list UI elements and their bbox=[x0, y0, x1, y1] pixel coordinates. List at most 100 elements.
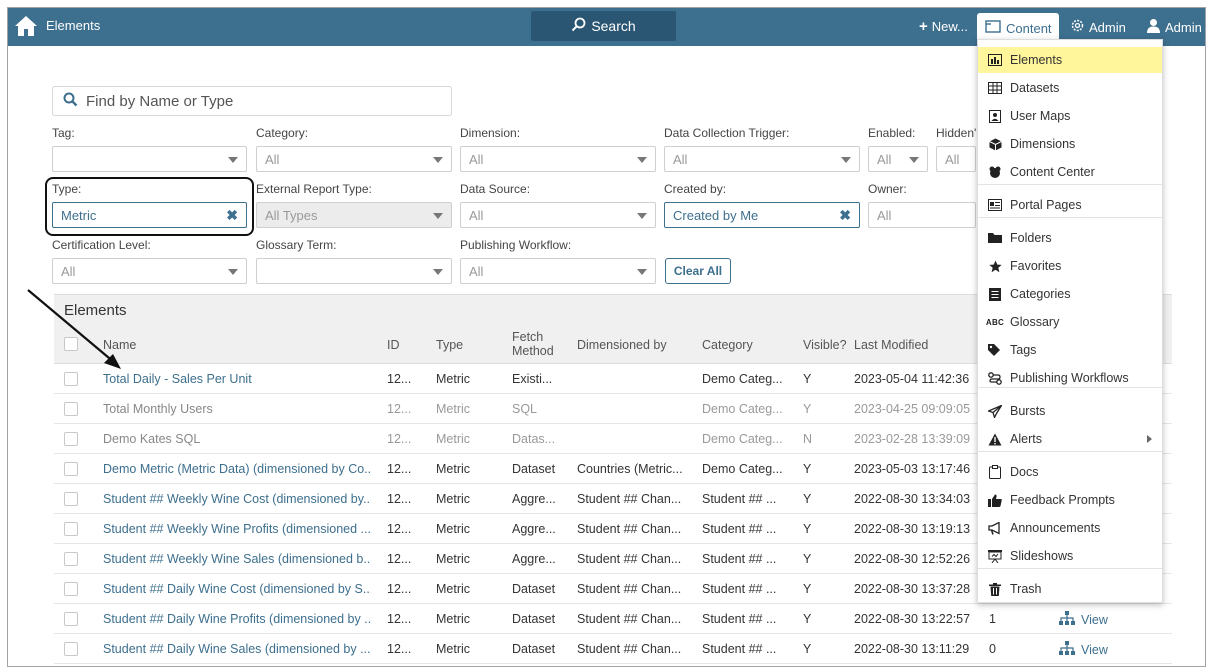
hierarchy-icon bbox=[1059, 641, 1075, 658]
clear-all-button[interactable]: Clear All bbox=[665, 258, 731, 284]
row-checkbox[interactable] bbox=[64, 372, 78, 386]
trigger-filter-select[interactable]: All bbox=[664, 146, 860, 172]
table-row[interactable]: Total Monthly Users 12... Metric SQL Demo Ca… bbox=[54, 394, 1172, 424]
find-input[interactable] bbox=[86, 92, 426, 110]
workflow-filter-select[interactable]: All bbox=[460, 258, 656, 284]
data-source-select[interactable]: All bbox=[460, 202, 656, 228]
menu-item-label: Docs bbox=[1010, 465, 1039, 479]
cell-name[interactable]: Student ## Daily Wine Profits (dimension… bbox=[103, 612, 371, 626]
col-id[interactable]: ID bbox=[387, 338, 400, 352]
menu-item-elements[interactable]: Elements bbox=[978, 47, 1162, 73]
cell-fetch: Dataset bbox=[512, 642, 556, 656]
menu-item-content-center[interactable]: Content Center bbox=[978, 159, 1162, 185]
table-row[interactable]: Student ## Daily Wine Profits (dimension… bbox=[54, 604, 1172, 634]
cell-name[interactable]: Student ## Weekly Wine Sales (dimensione… bbox=[103, 552, 371, 566]
menu-item-user-maps[interactable]: User Maps bbox=[978, 103, 1162, 129]
menu-item-dimensions[interactable]: Dimensions bbox=[978, 131, 1162, 157]
col-visible[interactable]: Visible? bbox=[803, 338, 847, 352]
caret-down-icon bbox=[433, 157, 443, 163]
menu-item-alerts[interactable]: Alerts bbox=[978, 426, 1162, 452]
row-checkbox[interactable] bbox=[64, 582, 78, 596]
row-checkbox[interactable] bbox=[64, 462, 78, 476]
col-last-modified[interactable]: Last Modified bbox=[854, 338, 929, 352]
menu-item-portal-pages[interactable]: Portal Pages bbox=[978, 192, 1162, 218]
tag-filter-select[interactable] bbox=[52, 146, 247, 172]
cell-modified: 2022-08-30 12:52:26 bbox=[854, 552, 971, 566]
menu-item-feedback-prompts[interactable]: Feedback Prompts bbox=[978, 487, 1162, 513]
col-type[interactable]: Type bbox=[436, 338, 464, 352]
menu-item-bursts[interactable]: Bursts bbox=[978, 398, 1162, 424]
cell-name[interactable]: Student ## Daily Wine Sales (dimensioned… bbox=[103, 642, 371, 656]
menu-item-favorites[interactable]: Favorites bbox=[978, 253, 1162, 279]
col-name[interactable]: Name bbox=[103, 338, 137, 352]
table-row[interactable]: Student ## Weekly Wine Profits (dimensio… bbox=[54, 514, 1172, 544]
row-checkbox[interactable] bbox=[64, 642, 78, 656]
row-checkbox[interactable] bbox=[64, 552, 78, 566]
view-link[interactable]: View bbox=[1059, 611, 1108, 628]
select-all-checkbox[interactable] bbox=[64, 337, 78, 351]
category-filter-select[interactable]: All bbox=[256, 146, 452, 172]
row-checkbox[interactable] bbox=[64, 432, 78, 446]
table-row[interactable]: Student ## Daily Wine Sales (dimensioned… bbox=[54, 634, 1172, 664]
menu-item-announcements[interactable]: Announcements bbox=[978, 515, 1162, 541]
glossary-term-select[interactable] bbox=[256, 258, 452, 284]
menu-item-glossary[interactable]: ABC Glossary bbox=[978, 309, 1162, 335]
cell-name[interactable]: Student ## Weekly Wine Profits (dimensio… bbox=[103, 522, 371, 536]
cell-name[interactable]: Demo Metric (Metric Data) (dimensioned b… bbox=[103, 462, 371, 476]
row-checkbox[interactable] bbox=[64, 522, 78, 536]
cell-visible: N bbox=[803, 432, 813, 446]
cell-name[interactable]: Student ## Daily Wine Cost (dimensioned … bbox=[103, 582, 371, 596]
user-menu-button[interactable]: Admin bbox=[1146, 18, 1202, 36]
cell-type: Metric bbox=[436, 402, 471, 416]
home-icon[interactable] bbox=[14, 15, 38, 40]
new-button[interactable]: + New... bbox=[919, 18, 968, 35]
menu-item-docs[interactable]: Docs bbox=[978, 459, 1162, 485]
col-category[interactable]: Category bbox=[702, 338, 753, 352]
col-fetch-method[interactable]: Fetch Method bbox=[512, 330, 554, 358]
admin-settings-button[interactable]: Admin bbox=[1070, 18, 1126, 36]
menu-item-datasets[interactable]: Datasets bbox=[978, 75, 1162, 101]
clear-x-icon[interactable]: ✖ bbox=[226, 207, 238, 223]
dimension-filter-select[interactable]: All bbox=[460, 146, 656, 172]
row-checkbox[interactable] bbox=[64, 492, 78, 506]
created-by-select[interactable]: Created by Me ✖ bbox=[664, 202, 860, 228]
menu-item-categories[interactable]: Categories bbox=[978, 281, 1162, 307]
workflow-filter-value: All bbox=[469, 263, 484, 279]
table-row[interactable]: Demo Kates SQL 12... Metric Datas... Demo Ca… bbox=[54, 424, 1172, 454]
menu-item-publishing-workflows[interactable]: Publishing Workflows bbox=[978, 365, 1162, 391]
menu-item-trash[interactable]: Trash bbox=[978, 576, 1162, 602]
cell-name[interactable]: Demo Kates SQL bbox=[103, 432, 201, 446]
table-row[interactable]: Student ## Daily Wine Cost (dimensioned … bbox=[54, 574, 1172, 604]
table-row[interactable]: Student ## Weekly Wine Sales (dimensione… bbox=[54, 544, 1172, 574]
table-row[interactable]: Student ## Weekly Wine Cost (dimensioned… bbox=[54, 484, 1172, 514]
row-checkbox[interactable] bbox=[64, 402, 78, 416]
menu-item-label: Favorites bbox=[1010, 259, 1062, 273]
cell-name[interactable]: Total Monthly Users bbox=[103, 402, 213, 416]
cell-category: Student ## ... bbox=[702, 492, 777, 506]
cert-level-select[interactable]: All bbox=[52, 258, 247, 284]
cell-type: Metric bbox=[436, 522, 471, 536]
content-menu-button[interactable]: Content bbox=[977, 13, 1059, 43]
find-search-box[interactable] bbox=[52, 86, 452, 116]
menu-item-tags[interactable]: Tags bbox=[978, 337, 1162, 363]
row-checkbox[interactable] bbox=[64, 612, 78, 626]
cell-name[interactable]: Total Daily - Sales Per Unit bbox=[103, 372, 252, 386]
cell-dimby: Countries (Metric... bbox=[577, 462, 683, 476]
hidden-filter-label: Hidden' bbox=[936, 126, 977, 140]
enabled-filter-select[interactable]: All bbox=[868, 146, 928, 172]
menu-item-folders[interactable]: Folders bbox=[978, 225, 1162, 251]
hidden-filter-select[interactable]: All bbox=[936, 146, 976, 172]
ext-report-type-select[interactable]: All Types bbox=[256, 202, 452, 228]
clear-x-icon[interactable]: ✖ bbox=[839, 207, 851, 223]
menu-item-slideshows[interactable]: Slideshows bbox=[978, 543, 1162, 569]
owner-filter-select[interactable]: All bbox=[868, 202, 976, 228]
table-row[interactable]: Total Daily - Sales Per Unit 12... Metric E… bbox=[54, 364, 1172, 394]
col-dimensioned-by[interactable]: Dimensioned by bbox=[577, 338, 667, 352]
type-filter-select[interactable]: Metric ✖ bbox=[52, 202, 247, 228]
cell-extra: 1 bbox=[989, 612, 996, 626]
cell-name[interactable]: Student ## Weekly Wine Cost (dimensioned… bbox=[103, 492, 371, 506]
view-link[interactable]: View bbox=[1059, 641, 1108, 658]
search-button[interactable]: Search bbox=[531, 11, 676, 41]
caret-down-icon bbox=[228, 157, 238, 163]
table-row[interactable]: Demo Metric (Metric Data) (dimensioned b… bbox=[54, 454, 1172, 484]
